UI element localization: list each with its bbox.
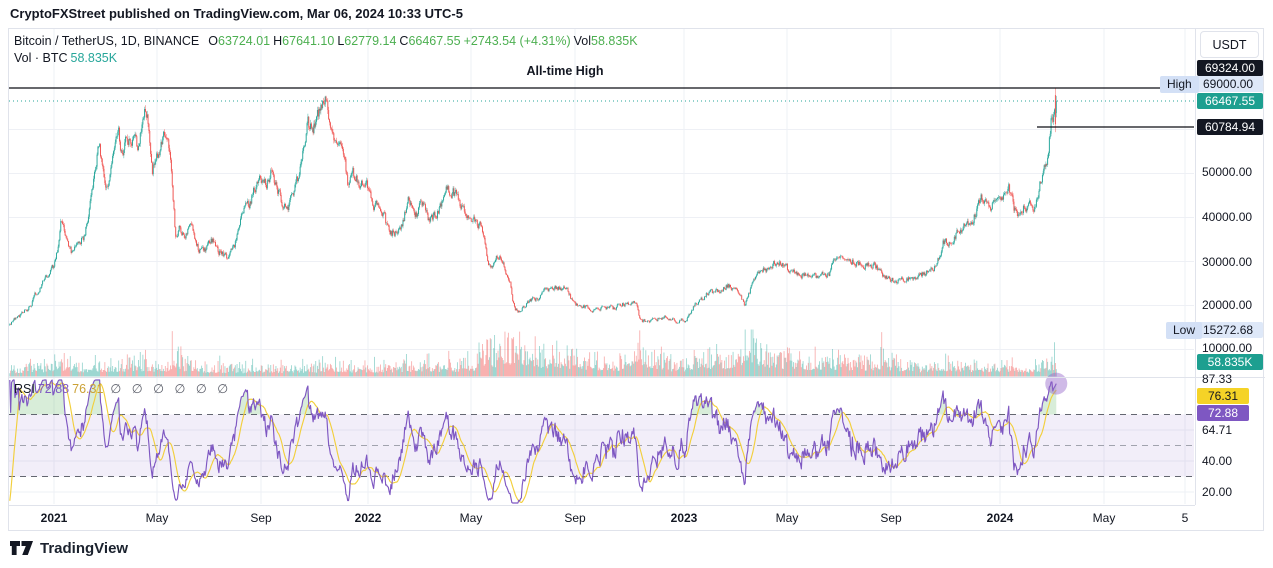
tradingview-logo-text: TradingView <box>40 540 129 557</box>
time-axis-separator <box>8 505 1195 506</box>
attribution-text: CryptoFXStreet published on TradingView.… <box>10 6 463 21</box>
volume-indicator-legend: Vol · BTC 58.835K <box>14 51 120 65</box>
rsi-hidden-values: ∅ ∅ ∅ ∅ ∅ ∅ <box>110 382 229 396</box>
time-axis-tick: 2023 <box>670 511 698 525</box>
price-axis[interactable]: 69324.00 69000.00 66467.55 60784.94 50000.00… <box>1196 28 1265 505</box>
close-value: 66467.55 <box>408 34 461 48</box>
price-axis-label: 58.835K <box>1197 354 1263 370</box>
rsi-title[interactable]: RSI <box>14 382 35 396</box>
symbol-title[interactable]: Bitcoin / TetherUS, 1D, BINANCE <box>14 34 200 48</box>
rsi-ma-value: 76.31 <box>72 382 104 396</box>
high-value: 67641.10 <box>282 34 335 48</box>
tradingview-logo-icon <box>10 541 33 555</box>
time-axis-tick: 2021 <box>40 511 68 525</box>
time-axis[interactable]: 2021 May Sep 2022 May Sep 2023 May Sep 2024 May 5 <box>8 505 1195 531</box>
price-axis-label: 87.33 <box>1202 372 1233 386</box>
price-axis-label: 66467.55 <box>1197 93 1263 109</box>
currency-toggle-button[interactable]: USDT <box>1200 31 1259 58</box>
price-axis-label: 69324.00 <box>1197 60 1263 76</box>
volume-label: Vol <box>573 34 591 48</box>
volume-indicator-value: 58.835K <box>70 51 118 65</box>
price-axis-label: 72.88 <box>1197 405 1249 421</box>
low-value: 62779.14 <box>344 34 397 48</box>
price-axis-label: 10000.00 <box>1202 341 1253 355</box>
time-axis-tick: Sep <box>880 511 902 525</box>
high-price-label: High <box>1160 76 1199 93</box>
rsi-legend: RSI 72.88 76.31 ∅ ∅ ∅ ∅ ∅ ∅ <box>14 381 231 396</box>
change-value: +2743.54 (+4.31%) <box>463 34 571 48</box>
price-axis-label: 40.00 <box>1202 454 1233 468</box>
price-axis-label: 64.71 <box>1202 423 1233 437</box>
time-axis-tick: May <box>1092 511 1116 525</box>
time-axis-tick: May <box>145 511 169 525</box>
time-axis-tick: May <box>459 511 483 525</box>
price-axis-label: 76.31 <box>1197 388 1249 404</box>
time-axis-tick: 5 <box>1181 511 1189 525</box>
chart-frame <box>8 28 1264 531</box>
price-axis-label: 30000.00 <box>1202 255 1253 269</box>
price-axis-separator <box>1195 28 1196 505</box>
close-label: C <box>399 34 409 48</box>
open-label: O <box>208 34 218 48</box>
symbol-legend: Bitcoin / TetherUS, 1D, BINANCE O63724.01… <box>14 34 641 48</box>
volume-indicator-title[interactable]: Vol · BTC <box>14 51 68 65</box>
open-value: 63724.01 <box>218 34 271 48</box>
low-label: L <box>337 34 345 48</box>
time-axis-tick: Sep <box>250 511 272 525</box>
pane-separator[interactable] <box>8 377 1265 378</box>
high-label: H <box>273 34 283 48</box>
tradingview-logo[interactable]: TradingView <box>10 540 128 557</box>
rsi-value: 72.88 <box>37 382 70 396</box>
price-axis-label: 20.00 <box>1202 485 1233 499</box>
time-axis-tick: Sep <box>564 511 586 525</box>
time-axis-tick: 2024 <box>986 511 1014 525</box>
price-axis-label: 15272.68 <box>1197 322 1263 338</box>
time-axis-tick: 2022 <box>354 511 382 525</box>
low-price-label: Low <box>1166 322 1203 339</box>
price-axis-label: 20000.00 <box>1202 298 1253 312</box>
price-axis-label: 69000.00 <box>1197 76 1263 92</box>
all-time-high-annotation[interactable]: All-time High <box>526 64 604 78</box>
price-axis-label: 60784.94 <box>1197 119 1263 135</box>
price-axis-label: 40000.00 <box>1202 210 1253 224</box>
time-axis-tick: May <box>775 511 799 525</box>
volume-value: 58.835K <box>591 34 638 48</box>
price-axis-label: 50000.00 <box>1202 165 1253 179</box>
